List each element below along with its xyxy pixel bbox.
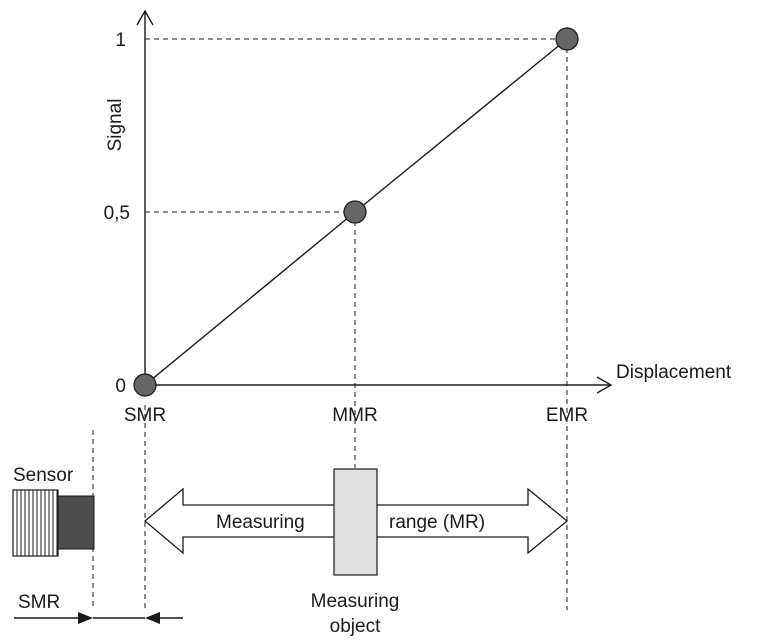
x-tick-mmr: MMR [332,405,377,426]
measuring-range-label-right: range (MR) [389,512,485,533]
data-point-emr [555,27,579,51]
sensor-thread-body [12,489,59,557]
x-tick-emr: EMR [546,405,588,426]
y-tick-1: 1 [115,30,126,51]
data-point-mmr [343,200,367,224]
data-point-smr [133,373,157,397]
y-axis-label: Signal [105,99,126,152]
smr-left-arrowhead [78,612,93,624]
measuring-object-label-line2: object [330,616,381,637]
measuring-range-label-left: Measuring [216,512,305,533]
chart-series [133,27,579,397]
y-tick-half: 0,5 [104,203,130,224]
sensor-label: Sensor [13,465,74,486]
measuring-object-label-line1: Measuring [311,591,400,612]
x-axis-label: Displacement [616,362,732,383]
smr-right-arrowhead [145,612,160,624]
x-axis-arrowhead [596,376,613,394]
y-tick-0: 0 [115,376,126,397]
sensor-graphic [12,489,95,557]
sensor-head [57,495,95,550]
y-axis-arrowhead [136,9,154,26]
smr-dimension-label: SMR [18,592,60,613]
measuring-object [333,468,378,576]
x-tick-smr: SMR [124,405,166,426]
